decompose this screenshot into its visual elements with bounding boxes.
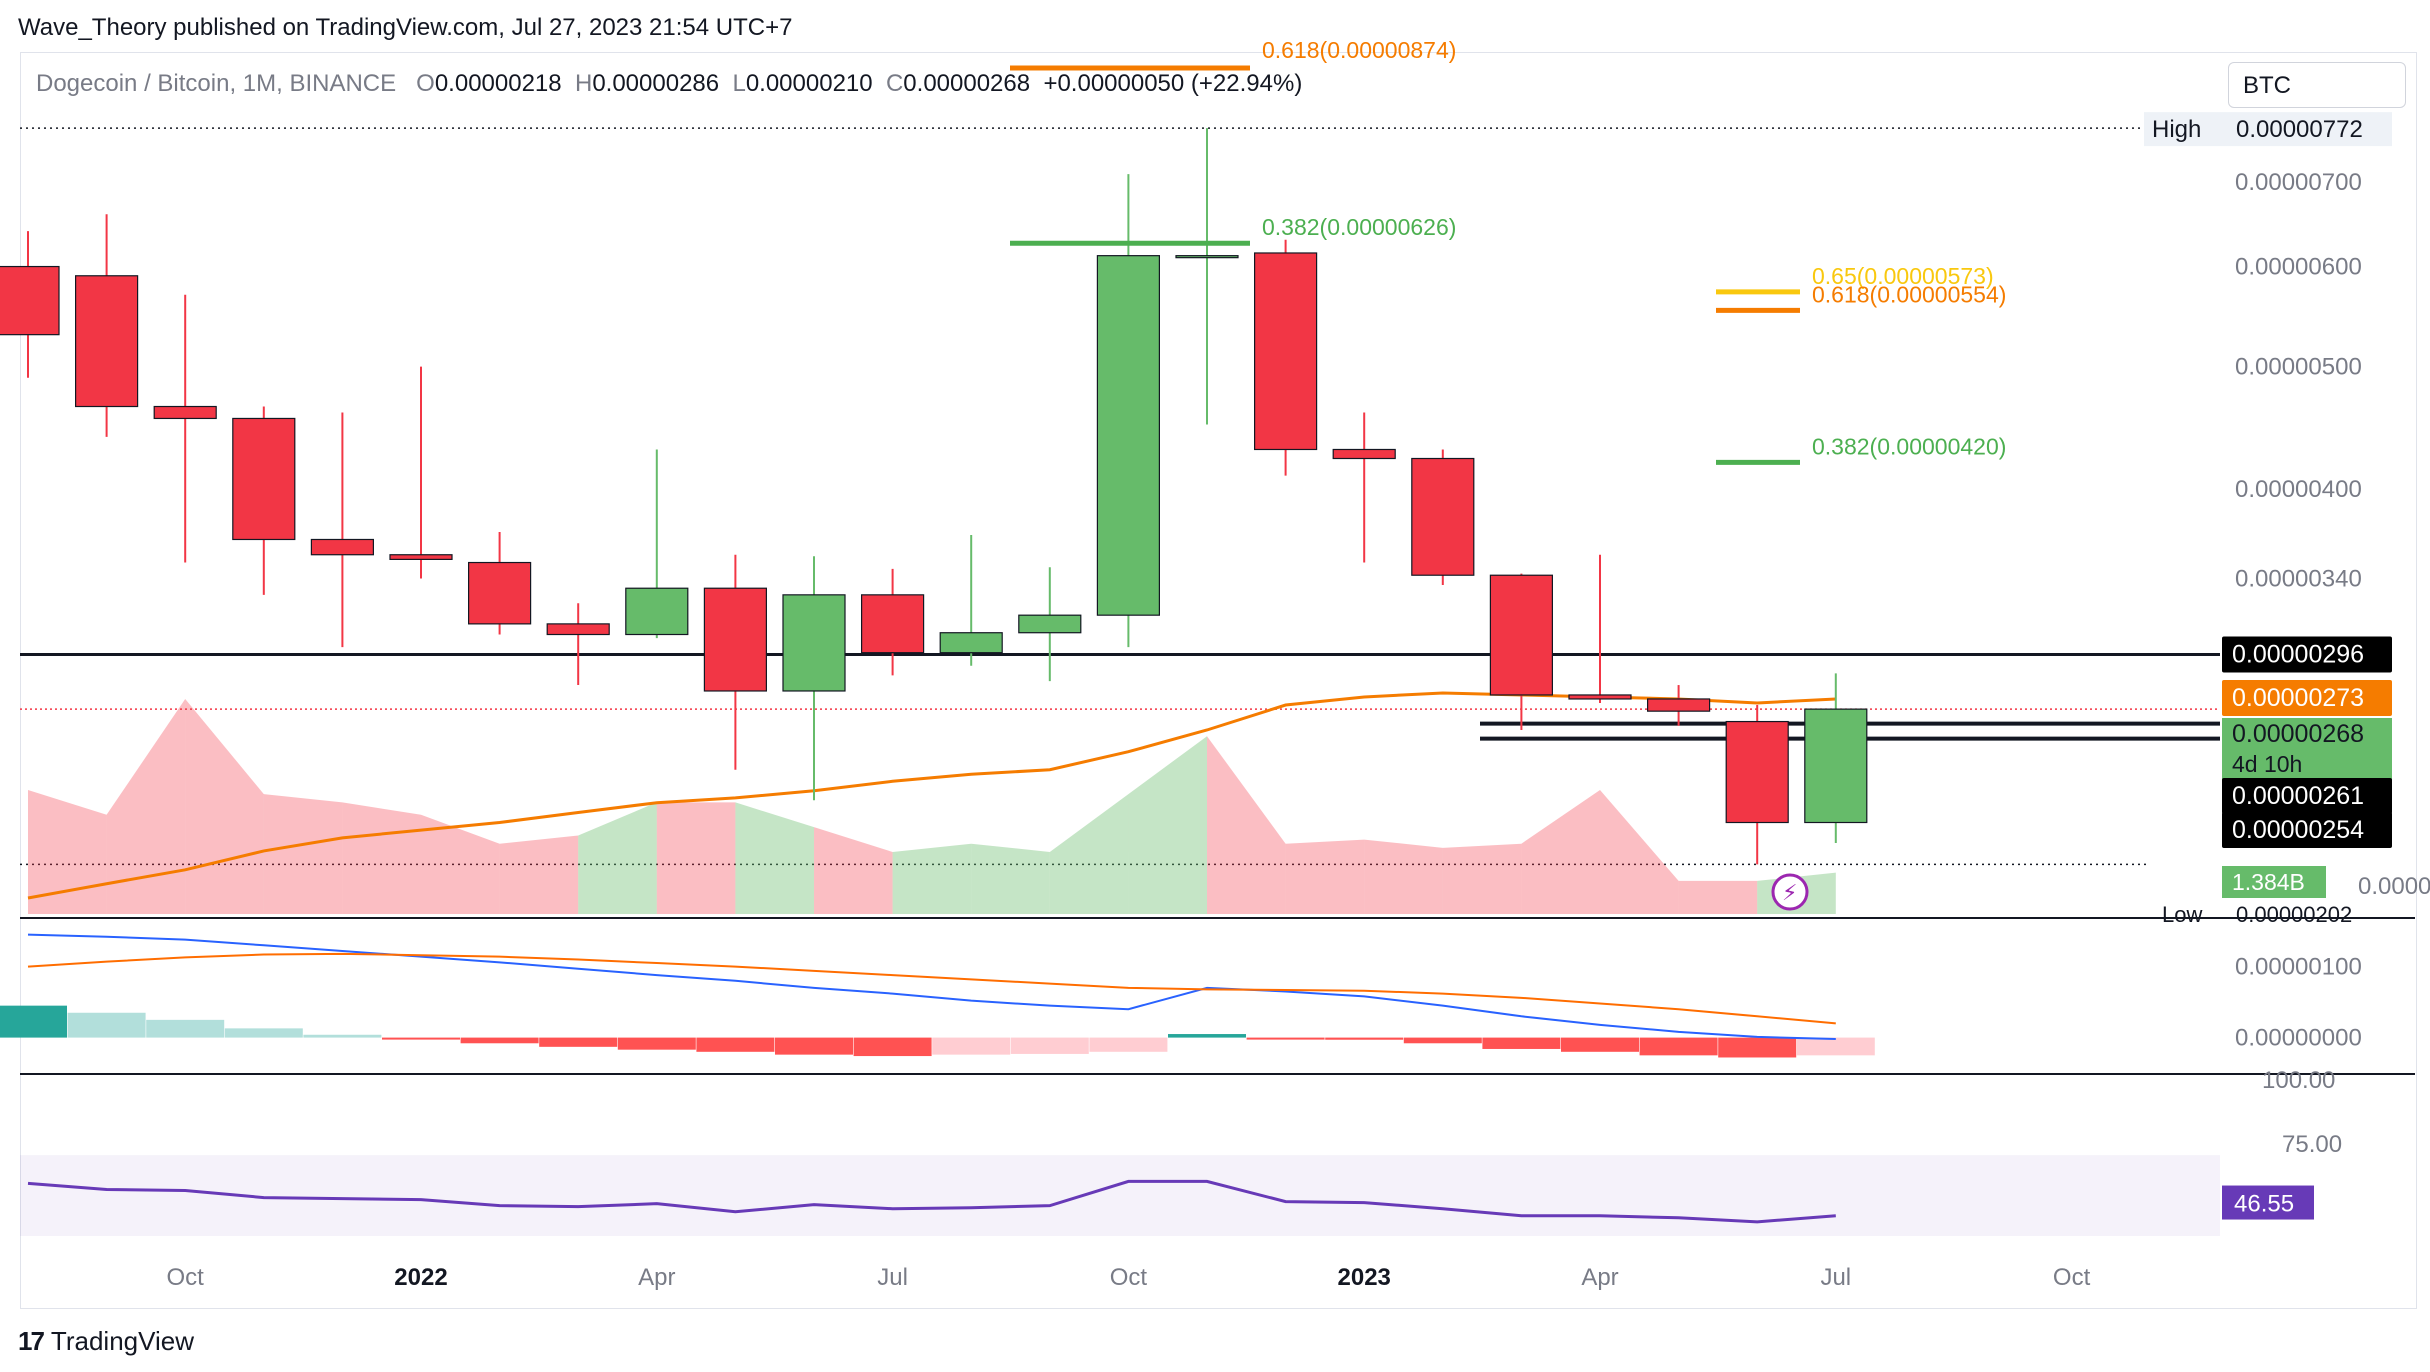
close-value: 0.00000268 xyxy=(903,70,1031,97)
tradingview-brand[interactable]: 17 TradingView xyxy=(18,1326,194,1357)
publisher-line: Wave_Theory published on TradingView.com… xyxy=(18,14,793,41)
open-label: O xyxy=(416,70,435,97)
high-value: 0.00000286 xyxy=(592,70,720,97)
low-value: 0.00000210 xyxy=(745,70,873,97)
brand-label: TradingView xyxy=(50,1326,194,1356)
symbol-title[interactable]: Dogecoin / Bitcoin, 1M, BINANCE xyxy=(36,70,397,97)
ohlc-legend: Dogecoin / Bitcoin, 1M, BINANCE O0.00000… xyxy=(36,70,1302,98)
low-label: L xyxy=(732,70,746,97)
high-label: H xyxy=(574,70,593,97)
chart-frame xyxy=(20,52,2417,1309)
tradingview-logo-icon: 17 xyxy=(18,1326,45,1356)
currency-selector[interactable]: BTC xyxy=(2228,62,2406,108)
open-value: 0.00000218 xyxy=(434,70,562,97)
change-value: +0.00000050 (+22.94%) xyxy=(1043,70,1303,97)
close-label: C xyxy=(885,70,904,97)
